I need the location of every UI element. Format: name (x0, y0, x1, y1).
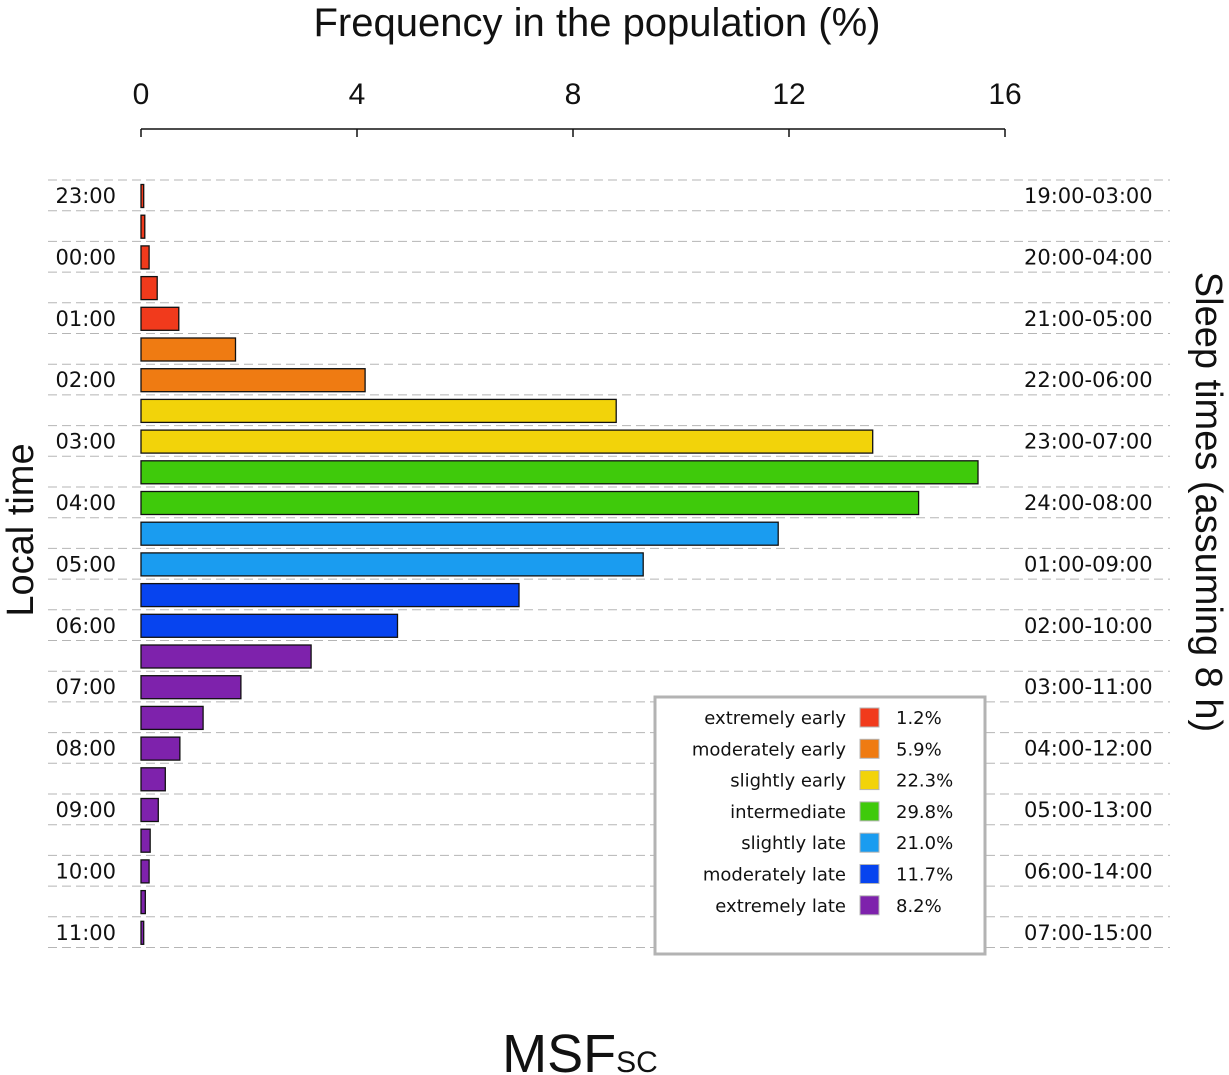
legend: extremely early 1.2% moderately early 5.9% s… (653, 695, 987, 956)
grid-lines (48, 179, 1170, 948)
bar (140, 582, 520, 608)
msf-footer-label: MSFSC (502, 1024, 658, 1075)
local-time-label: 23:00 (55, 184, 116, 208)
legend-label: moderately late (703, 865, 846, 886)
legend-swatch (859, 895, 880, 916)
local-time-label: 04:00 (55, 491, 116, 515)
sleep-time-label: 20:00-04:00 (1024, 245, 1153, 269)
bar-series (140, 183, 979, 945)
x-tick-label: 8 (565, 78, 582, 111)
bar (140, 552, 644, 577)
legend-value: 21.0% (896, 833, 953, 854)
legend-swatch (859, 801, 880, 822)
sleep-time-label: 19:00-03:00 (1024, 184, 1153, 208)
legend-box (653, 695, 987, 956)
legend-swatch (859, 864, 880, 884)
sleep-time-label: 01:00-09:00 (1024, 552, 1153, 576)
local-time-label: 09:00 (55, 798, 116, 822)
legend-label: extremely early (704, 708, 846, 729)
y-axis-title-left: Local time (0, 443, 42, 616)
local-time-label: 02:00 (55, 368, 116, 392)
sleep-time-label: 22:00-06:00 (1024, 368, 1153, 392)
bar (140, 521, 779, 546)
msf-subscript: SC (616, 1046, 658, 1075)
sleep-time-label: 04:00-12:00 (1024, 737, 1153, 761)
bar (140, 337, 237, 362)
sleep-time-label: 03:00-11:00 (1024, 675, 1153, 699)
bar (140, 736, 181, 761)
bar (140, 368, 366, 393)
bar (140, 705, 204, 731)
bar (140, 644, 312, 669)
local-time-label: 05:00 (55, 552, 116, 576)
x-tick-label: 4 (349, 78, 366, 111)
legend-label: slightly late (741, 833, 846, 854)
bar (140, 613, 399, 638)
bar (140, 275, 158, 301)
sleep-time-label: 02:00-10:00 (1024, 614, 1153, 638)
bar (140, 767, 166, 792)
local-time-label: 11:00 (55, 921, 116, 945)
bar (140, 889, 146, 915)
legend-value: 11.7% (896, 865, 953, 886)
y-axis-title-right: Sleep times (assuming 8 h) (1187, 272, 1229, 732)
local-time-label: 06:00 (55, 614, 116, 638)
sleep-time-label: 21:00-05:00 (1024, 307, 1153, 331)
legend-label: moderately early (692, 739, 846, 760)
local-time-label: 10:00 (55, 859, 116, 883)
sleep-time-label: 07:00-15:00 (1024, 921, 1153, 945)
bar (140, 398, 617, 424)
legend-swatch (859, 738, 880, 759)
x-tick-label: 12 (772, 78, 805, 111)
bar (140, 828, 151, 853)
bar (140, 306, 180, 331)
bar (140, 797, 159, 823)
msf-main: MSF (502, 1024, 616, 1075)
bar (140, 675, 242, 700)
x-axis: 0 4 8 12 16 (133, 78, 1022, 137)
legend-value: 29.8% (896, 802, 953, 823)
bar (140, 460, 979, 485)
legend-value: 5.9% (896, 739, 942, 760)
sleep-time-label: 05:00-13:00 (1024, 798, 1153, 822)
local-time-labels: 23:00 00:00 01:00 02:00 03:00 04:00 05:00 06:00… (55, 184, 116, 945)
legend-swatch (859, 707, 880, 728)
bar (140, 429, 874, 454)
bar (140, 920, 145, 945)
sleep-time-label: 23:00-07:00 (1024, 430, 1153, 454)
legend-swatch (859, 832, 880, 853)
legend-value: 22.3% (896, 771, 953, 792)
x-tick-label: 16 (988, 78, 1021, 111)
chart-title: Frequency in the population (%) (314, 1, 881, 45)
x-tick-label: 0 (133, 78, 150, 111)
legend-label: intermediate (730, 802, 846, 823)
bar (140, 214, 146, 239)
legend-value: 8.2% (896, 896, 942, 917)
legend-swatch (859, 770, 880, 791)
legend-label: extremely late (715, 896, 846, 917)
local-time-label: 03:00 (55, 430, 116, 454)
bar (140, 245, 150, 270)
sleep-time-label: 06:00-14:00 (1024, 859, 1153, 883)
sleep-time-labels: 19:00-03:00 20:00-04:00 21:00-05:00 22:00-0… (1024, 184, 1153, 945)
local-time-label: 01:00 (55, 307, 116, 331)
bar (140, 183, 145, 209)
legend-value: 1.2% (896, 708, 942, 729)
bar (140, 859, 150, 884)
local-time-label: 07:00 (55, 675, 116, 699)
sleep-time-label: 24:00-08:00 (1024, 491, 1153, 515)
local-time-label: 08:00 (55, 737, 116, 761)
legend-label: slightly early (730, 771, 846, 792)
local-time-label: 00:00 (55, 245, 116, 269)
bar (140, 490, 920, 516)
